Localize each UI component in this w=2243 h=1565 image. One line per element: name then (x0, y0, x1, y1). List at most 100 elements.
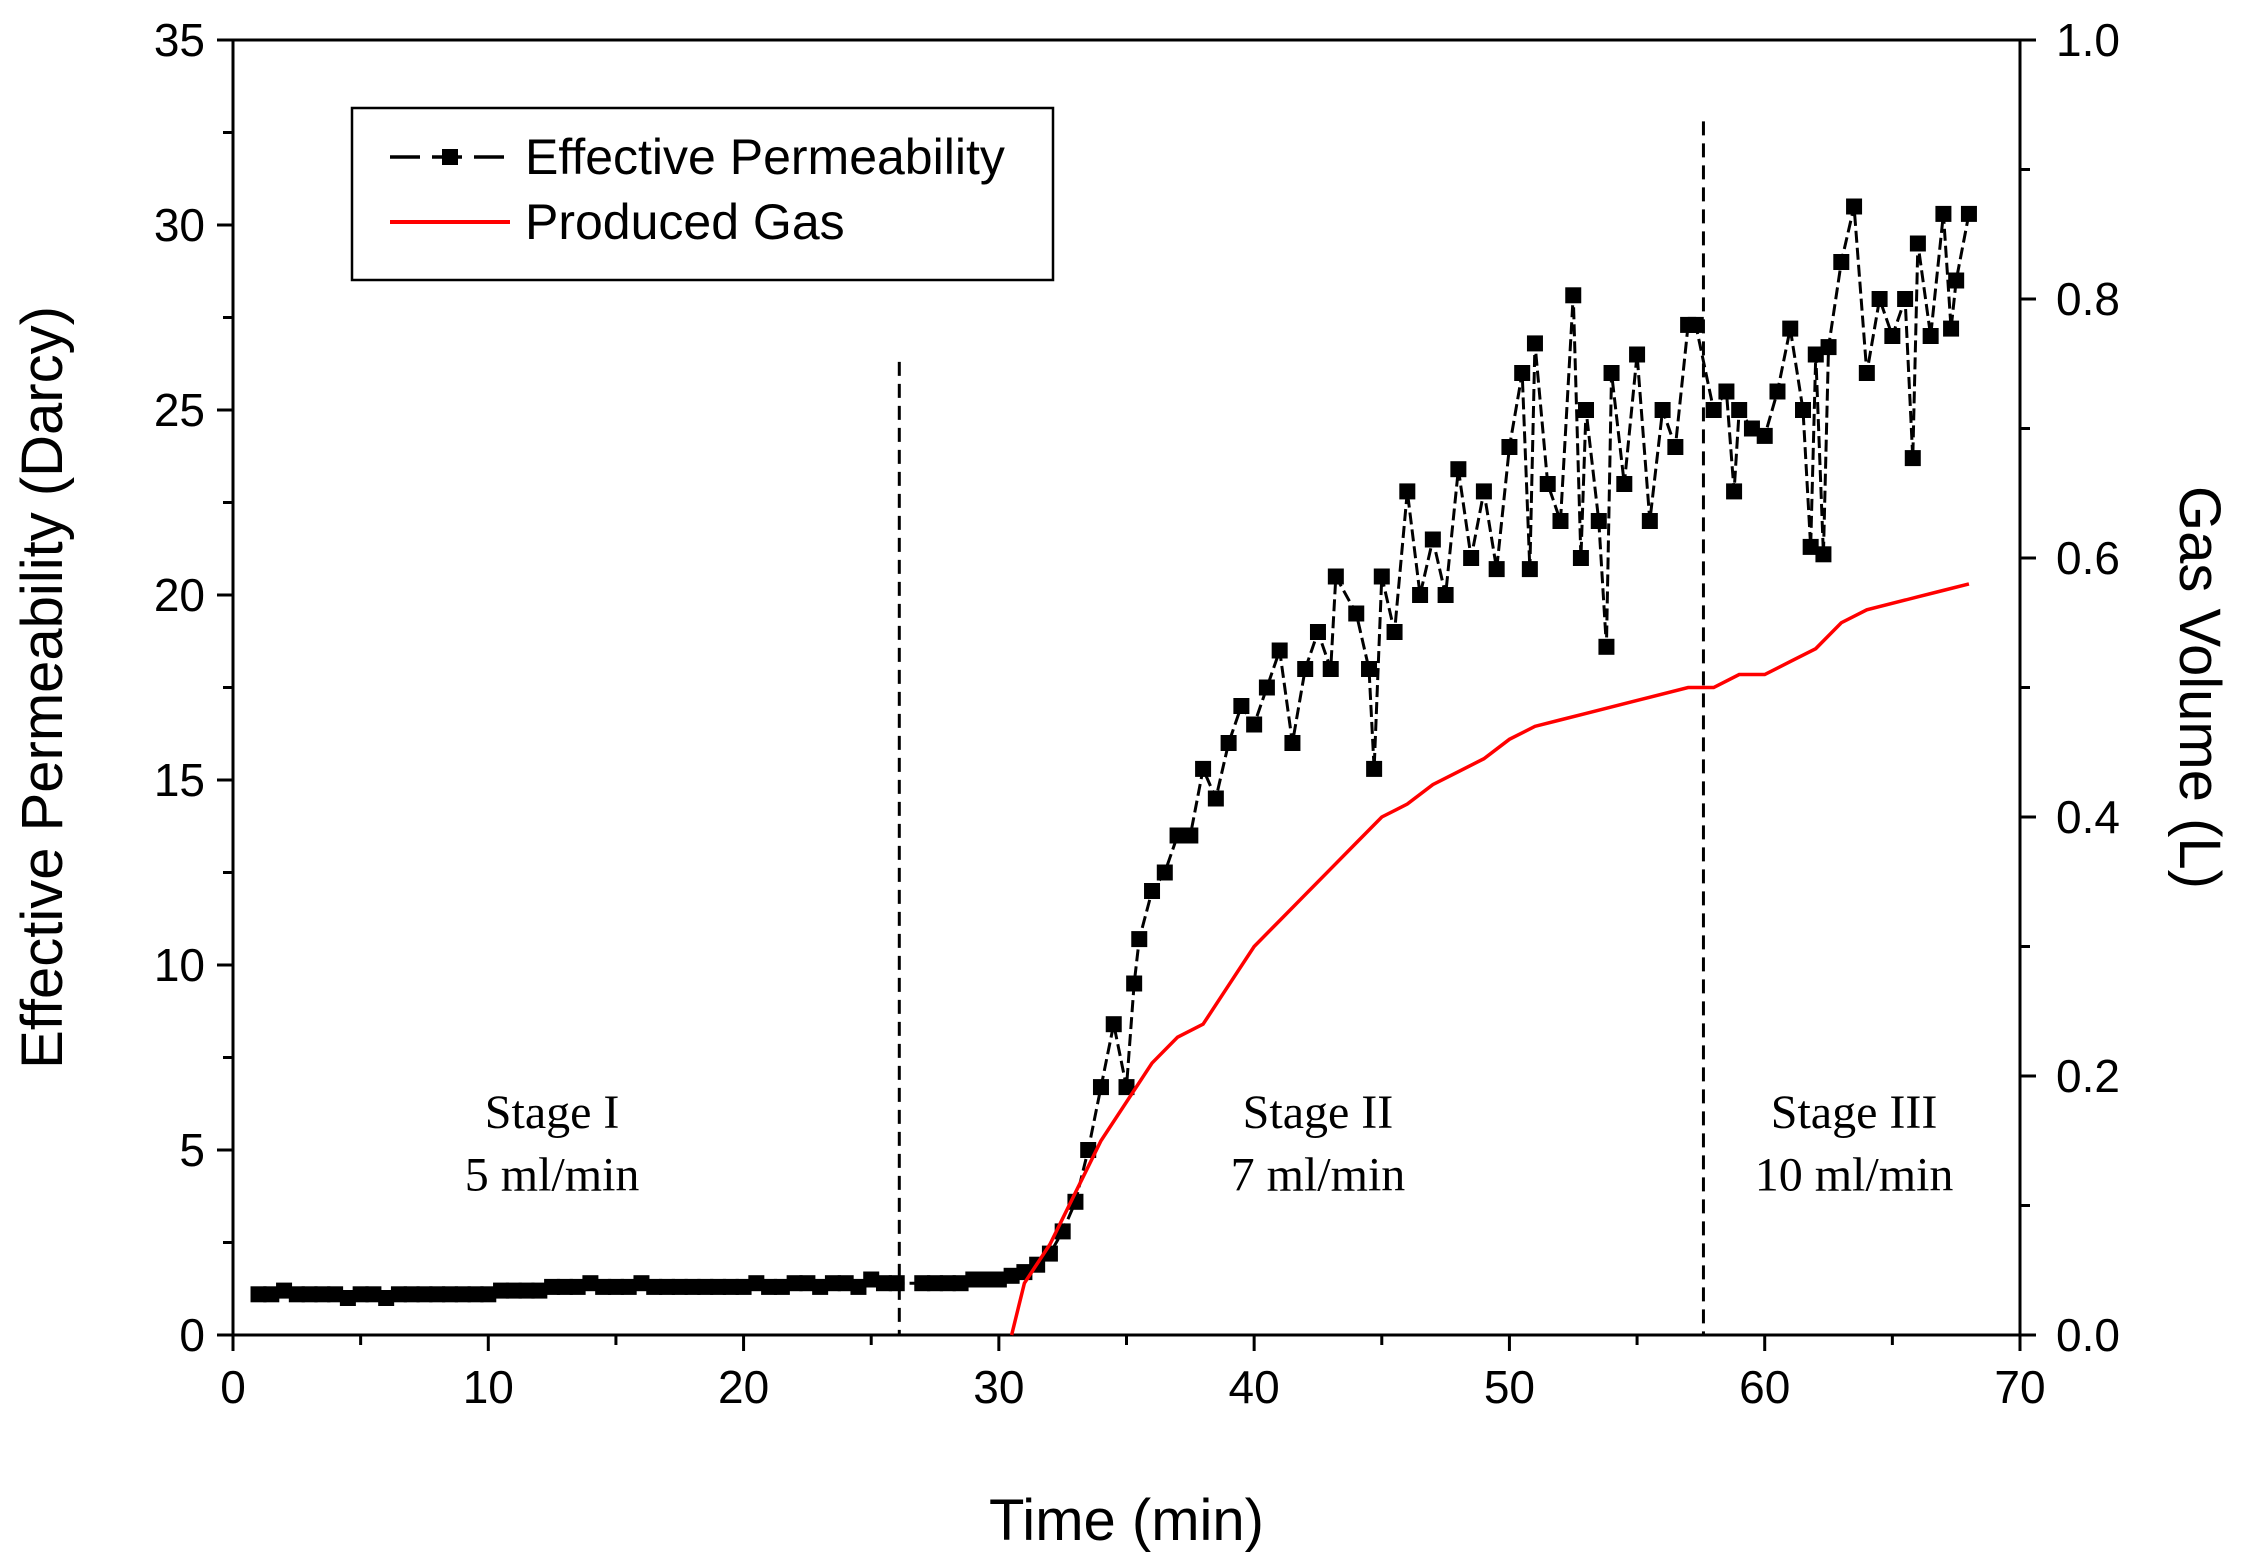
produced-gas-line (1009, 582, 1970, 1336)
legend-gas-label: Produced Gas (525, 194, 845, 250)
stage-rate-label: 10 ml/min (1755, 1149, 1954, 1202)
permeability-marker (875, 1275, 892, 1292)
permeability-marker (927, 1275, 944, 1292)
permeability-marker (697, 1278, 714, 1295)
permeability-marker (1960, 205, 1977, 222)
x-tick-label: 10 (463, 1361, 514, 1413)
permeability-marker (1182, 827, 1199, 844)
permeability-marker (1598, 638, 1615, 655)
permeability-marker (416, 1286, 433, 1303)
permeability-marker (1169, 827, 1186, 844)
permeability-marker (990, 1271, 1007, 1288)
y2-tick-label: 0.8 (2056, 273, 2120, 325)
permeability-marker (1207, 790, 1224, 807)
x-tick-label: 0 (220, 1361, 246, 1413)
permeability-marker (1003, 1267, 1020, 1284)
permeability-marker (339, 1290, 356, 1306)
permeability-marker (1475, 483, 1492, 500)
permeability-marker (1526, 335, 1543, 352)
permeability-marker (1373, 568, 1390, 585)
permeability-marker (429, 1286, 446, 1303)
y-tick-label: 35 (154, 14, 205, 66)
permeability-marker (952, 1275, 969, 1292)
permeability-marker (1909, 235, 1926, 252)
permeability-marker (1935, 205, 1952, 222)
permeability-marker (556, 1278, 573, 1295)
permeability-marker (1922, 328, 1939, 344)
x-tick-label: 70 (1994, 1361, 2045, 1413)
y2-axis-label: Gas Volume (L) (2167, 486, 2232, 889)
permeability-marker (1629, 346, 1646, 363)
y2-tick-label: 1.0 (2056, 14, 2120, 66)
permeability-marker (978, 1271, 995, 1288)
permeability-marker (1858, 365, 1875, 381)
permeability-marker (863, 1271, 880, 1288)
stage-label: Stage III (1771, 1086, 1938, 1139)
permeability-marker (1948, 272, 1965, 289)
permeability-marker (493, 1282, 510, 1299)
y-tick-label: 15 (154, 754, 205, 806)
permeability-marker (722, 1278, 739, 1295)
y-tick-label: 5 (179, 1124, 205, 1176)
permeability-marker (365, 1286, 382, 1303)
permeability-marker (327, 1286, 344, 1303)
permeability-marker (1144, 883, 1161, 899)
permeability-marker (1616, 476, 1633, 492)
permeability-marker (1246, 716, 1263, 733)
permeability-marker (1726, 483, 1743, 500)
permeability-marker (1641, 513, 1658, 529)
permeability-marker (1366, 760, 1383, 777)
permeability-marker (799, 1275, 816, 1292)
permeability-marker (684, 1278, 701, 1295)
y2-tick-label: 0.6 (2056, 532, 2120, 584)
permeability-marker (1450, 461, 1467, 478)
x-tick-label: 50 (1484, 1361, 1535, 1413)
permeability-marker (1820, 339, 1837, 356)
permeability-marker (1565, 287, 1582, 304)
permeability-marker (314, 1286, 331, 1303)
y-tick-label: 20 (154, 569, 205, 621)
permeability-marker (850, 1278, 867, 1295)
permeability-marker (1590, 513, 1607, 529)
permeability-marker (1271, 642, 1288, 659)
permeability-marker (1552, 513, 1569, 529)
permeability-marker (1943, 320, 1960, 337)
permeability-marker (748, 1275, 765, 1292)
permeability-marker (1412, 587, 1429, 603)
permeability-marker (607, 1278, 624, 1295)
permeability-marker (786, 1275, 803, 1292)
y-tick-label: 10 (154, 939, 205, 991)
permeability-marker (658, 1278, 675, 1295)
permeability-marker (1399, 483, 1416, 500)
permeability-marker (1731, 402, 1748, 418)
permeability-marker (1514, 365, 1531, 381)
x-tick-label: 60 (1739, 1361, 1790, 1413)
x-tick-label: 40 (1229, 1361, 1280, 1413)
permeability-marker (1769, 383, 1786, 400)
permeability-marker (441, 1286, 458, 1303)
permeability-marker (837, 1275, 854, 1292)
stage-rate-label: 5 ml/min (465, 1149, 640, 1202)
permeability-marker (1126, 975, 1143, 992)
permeability-marker (1815, 546, 1832, 563)
permeability-marker (1904, 450, 1921, 467)
permeability-marker (1297, 661, 1314, 677)
stage-label: Stage I (485, 1086, 620, 1139)
permeability-marker (1654, 402, 1671, 418)
permeability-marker (1897, 291, 1914, 307)
permeability-marker (1846, 198, 1863, 215)
permeability-marker (914, 1275, 931, 1292)
permeability-marker (1105, 1016, 1122, 1033)
permeability-marker (531, 1282, 548, 1299)
permeability-marker (467, 1286, 484, 1303)
permeability-marker (939, 1275, 956, 1292)
permeability-marker (1743, 420, 1760, 437)
permeability-marker (378, 1290, 395, 1306)
permeability-marker (1795, 402, 1812, 418)
permeability-marker (671, 1278, 688, 1295)
stage-label: Stage II (1243, 1086, 1394, 1139)
permeability-marker (812, 1278, 829, 1295)
permeability-marker (1348, 605, 1365, 622)
permeability-marker (646, 1278, 663, 1295)
permeability-marker (761, 1278, 778, 1295)
